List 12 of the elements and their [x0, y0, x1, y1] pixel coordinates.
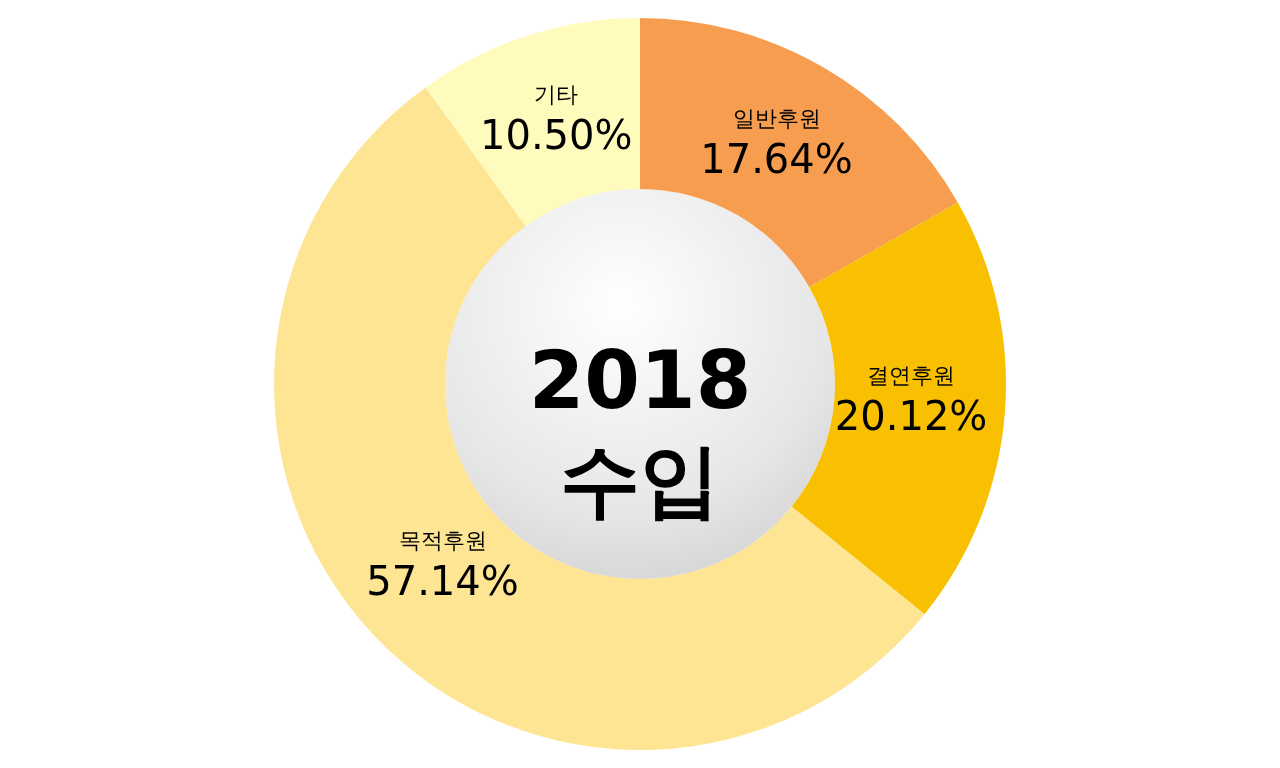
text: 2018 수입 [528, 334, 752, 527]
donut-slice [791, 202, 1006, 615]
data-label: 20.12% [834, 392, 988, 439]
slice-label: 결연후원 [867, 362, 956, 388]
slice-label: 기타 [534, 82, 579, 108]
slice-label: 목적후원 [398, 528, 487, 554]
data-label: 10.50% [479, 112, 633, 159]
data-label: 17.64% [700, 135, 853, 182]
donut-slice [425, 18, 640, 226]
slice-label: 일반후원 [732, 105, 821, 131]
donut-slice [640, 18, 958, 288]
data-label: 57.14% [366, 558, 519, 605]
